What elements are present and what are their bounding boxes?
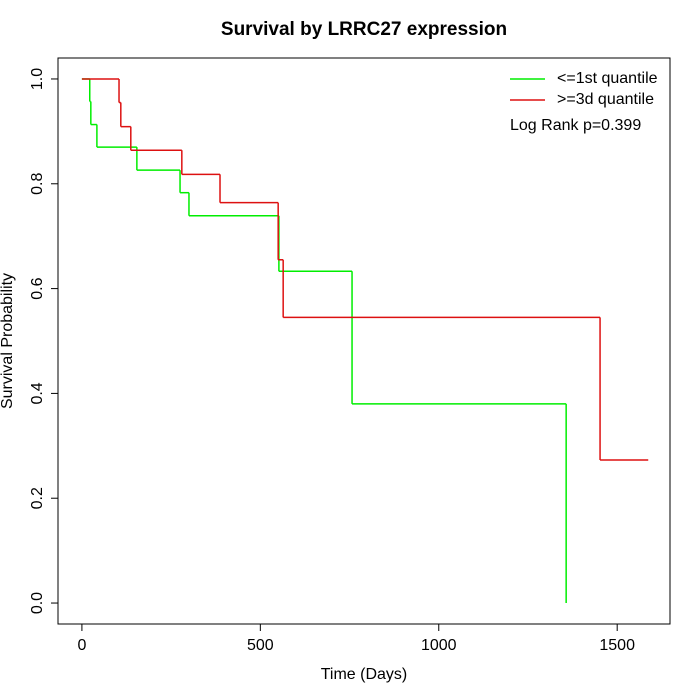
y-axis-label: Survival Probability [0, 273, 16, 409]
x-tick-label: 500 [247, 637, 274, 654]
plot-frame [57, 57, 671, 625]
y-tick-label: 0.4 [29, 382, 46, 404]
legend-label: >=3d quantile [557, 91, 654, 108]
y-tick-label: 0.0 [29, 592, 46, 614]
y-tick-label: 0.6 [29, 277, 46, 299]
chart-title: Survival by LRRC27 expression [221, 19, 507, 40]
x-tick-label: 0 [77, 637, 86, 654]
y-tick-label: 1.0 [29, 68, 46, 90]
annotation: Log Rank p=0.399 [510, 117, 641, 134]
x-tick-label: 1000 [421, 637, 457, 654]
legend-label: <=1st quantile [557, 70, 658, 87]
x-tick-label: 1500 [599, 637, 635, 654]
y-tick-label: 0.2 [29, 487, 46, 509]
y-tick-label: 0.8 [29, 173, 46, 195]
x-axis-label: Time (Days) [321, 666, 408, 683]
